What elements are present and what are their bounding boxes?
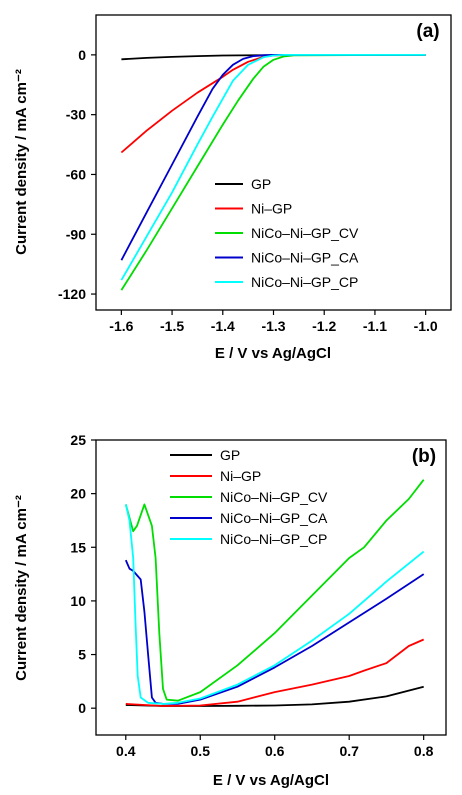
x-tick-label: -1.0 [414,318,438,334]
series-line-3 [120,54,426,261]
x-tick-label: -1.1 [363,318,387,334]
legend: GP Ni–GP NiCo–Ni–GP_CV NiCo–Ni–GP_CA NiCo–Ni… [170,447,328,547]
series-line-4 [120,54,426,281]
legend-label: Ni–GP [251,201,292,217]
x-tick-label: -1.6 [109,318,133,334]
axis-ticks: -1.6 -1.5 -1.4 -1.3 -1.2 -1.1 -1.0 0 -30 -60 -90 -1… [58,47,438,334]
series-layer [124,479,425,707]
x-tick-label: -1.5 [160,318,184,334]
y-axis-title: Current density / mA cm⁻² [13,495,30,681]
chart-panel-b: 0.4 0.5 0.6 0.7 0.8 0 5 10 15 20 25 GP Ni–GP NiCo–Ni… [13,432,447,789]
x-tick-label: 0.6 [265,743,285,759]
x-axis-title: E / V vs Ag/AgCl [215,345,331,362]
y-axis-title: Current density / mA cm⁻² [13,69,30,255]
legend-label: NiCo–Ni–GP_CV [251,225,359,241]
legend-label: GP [251,176,271,192]
x-tick-label: -1.3 [261,318,285,334]
legend-label: GP [220,447,240,463]
series-layer [120,54,426,291]
plot-frame [95,439,447,736]
series-line-2 [124,479,425,702]
x-axis-title: E / V vs Ag/AgCl [213,772,329,789]
legend-label: NiCo–Ni–GP_CP [251,274,358,290]
legend-label: Ni–GP [220,468,261,484]
y-tick-label: 20 [70,486,86,502]
legend-label: NiCo–Ni–GP_CA [220,510,328,526]
x-tick-label: 0.8 [414,743,434,759]
panel-label: (b) [412,446,436,467]
x-tick-label: -1.2 [312,318,336,334]
y-tick-label: -60 [66,166,86,182]
y-tick-label: -120 [58,286,86,302]
series-line-1 [125,638,425,707]
y-tick-label: -90 [66,226,86,242]
y-tick-label: 0 [78,47,86,63]
legend-label: NiCo–Ni–GP_CV [220,489,328,505]
panel-label: (a) [416,21,439,42]
legend-label: NiCo–Ni–GP_CA [251,250,359,266]
x-tick-label: 0.7 [339,743,359,759]
y-tick-label: -30 [66,107,86,123]
x-tick-label: -1.4 [211,318,235,334]
axis-ticks: 0.4 0.5 0.6 0.7 0.8 0 5 10 15 20 25 [70,432,433,759]
series-line-1 [120,54,426,154]
series-line-2 [120,54,426,291]
legend-label: NiCo–Ni–GP_CP [220,531,327,547]
y-tick-label: 5 [78,647,86,663]
y-tick-label: 0 [78,700,86,716]
x-tick-label: 0.5 [191,743,211,759]
x-tick-label: 0.4 [116,743,136,759]
series-line-4 [124,504,425,705]
y-tick-label: 10 [70,593,86,609]
chart-panel-a: -1.6 -1.5 -1.4 -1.3 -1.2 -1.1 -1.0 0 -30 -60 -90 -1… [13,14,452,362]
legend: GP Ni–GP NiCo–Ni–GP_CV NiCo–Ni–GP_CA NiCo–Ni… [215,176,359,290]
y-tick-label: 15 [70,539,86,555]
y-tick-label: 25 [70,432,86,448]
